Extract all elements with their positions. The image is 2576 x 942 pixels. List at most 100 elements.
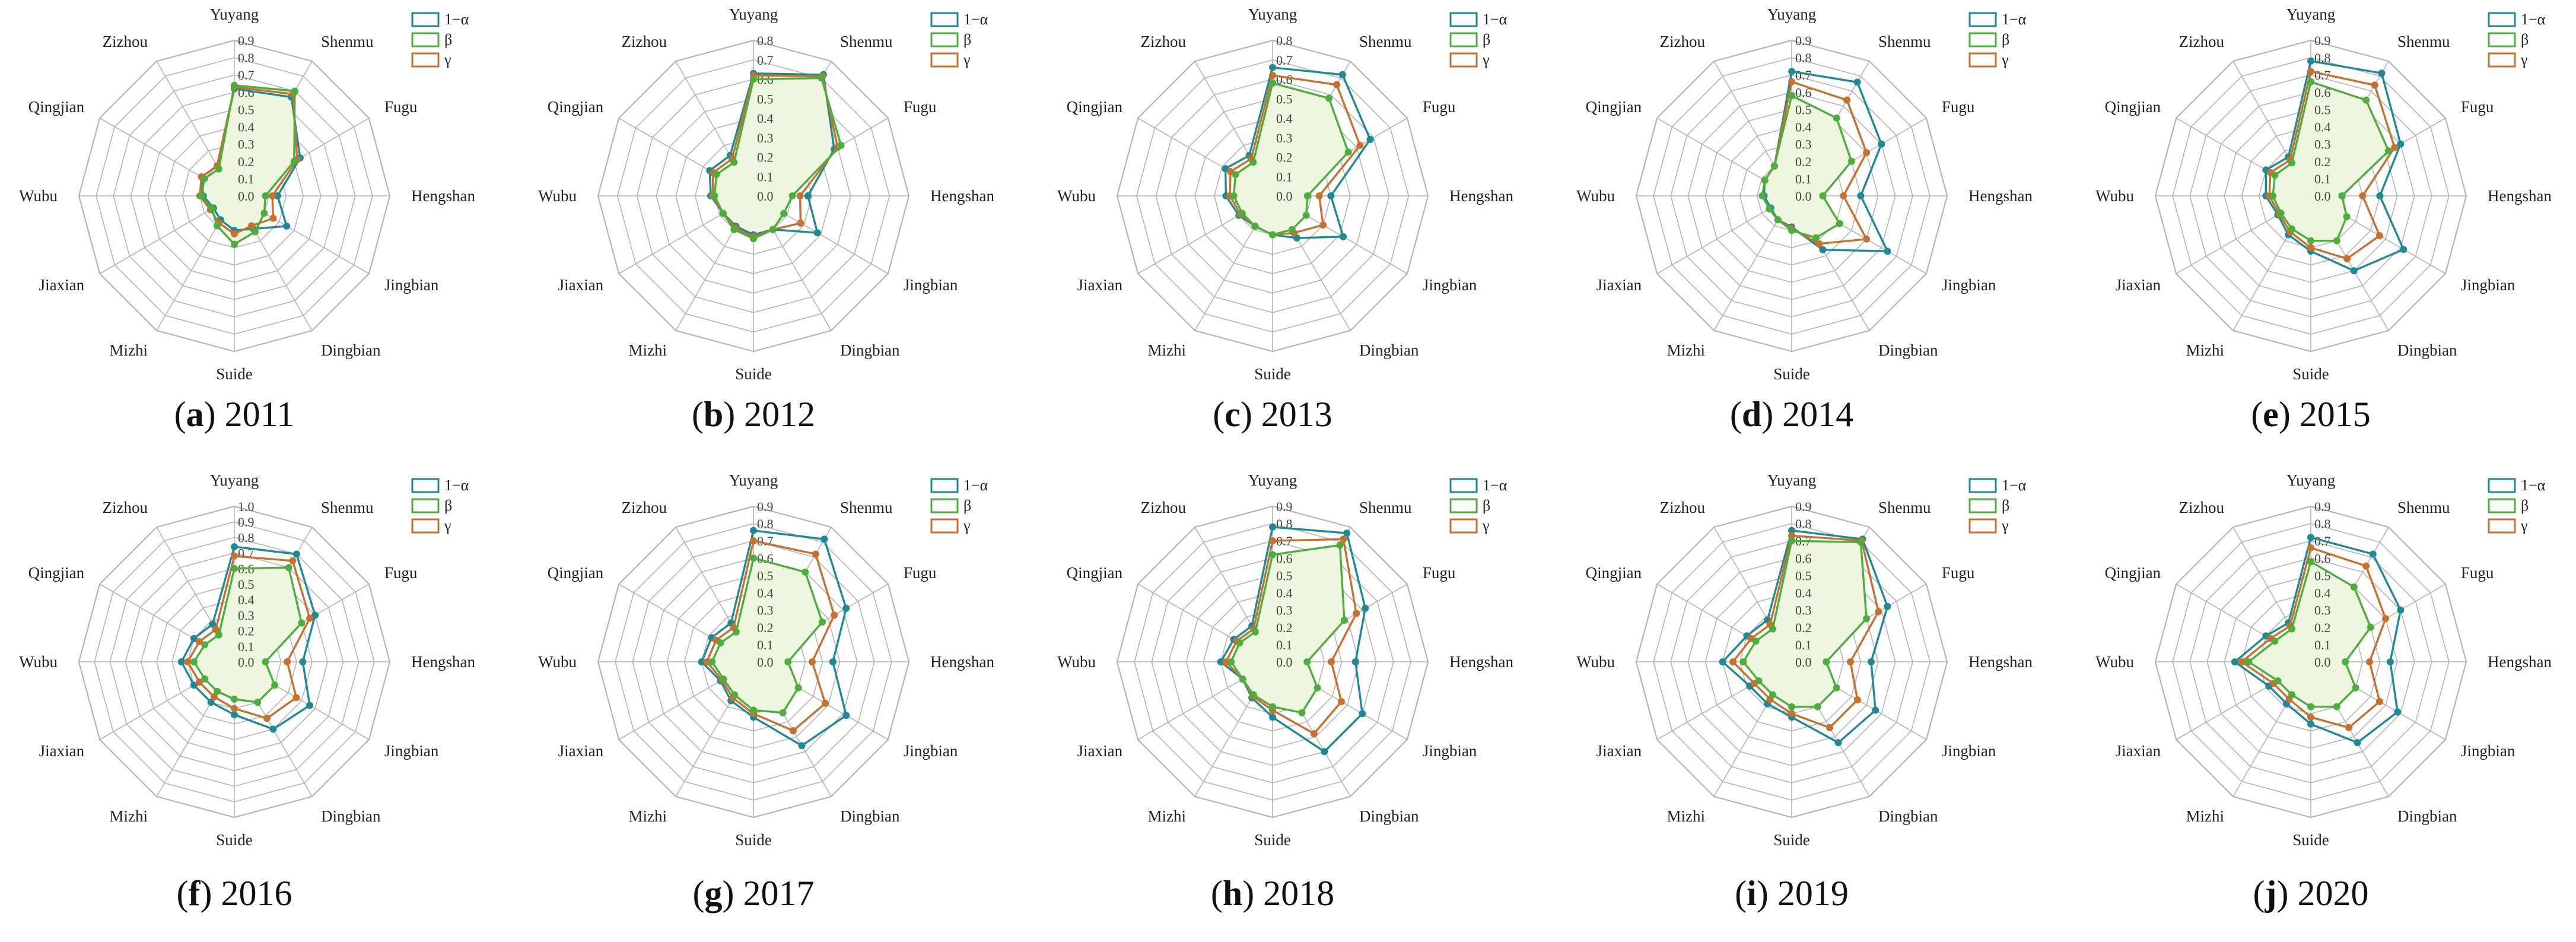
data-point	[196, 637, 203, 645]
tick-label: 0.2	[238, 154, 255, 169]
tick-label: 0.2	[1795, 620, 1812, 635]
legend-label: γ	[444, 51, 451, 68]
axis-label-jiaxian: Jiaxian	[1597, 742, 1642, 760]
legend-label: 1−α	[1483, 477, 1508, 494]
data-point	[717, 639, 724, 646]
axis-label-jiaxian: Jiaxian	[558, 742, 604, 760]
data-point	[1766, 205, 1773, 212]
axis-label-suide: Suide	[1773, 831, 1810, 849]
data-point	[2288, 225, 2295, 233]
data-point	[1788, 92, 1795, 100]
axis-label-jingbian: Jingbian	[904, 276, 958, 294]
axis-label-wubu: Wubu	[19, 187, 58, 205]
core-area	[714, 78, 841, 239]
axis-label-jingbian: Jingbian	[1423, 276, 1477, 294]
data-point	[184, 658, 192, 665]
data-point	[1788, 532, 1795, 540]
axis-label-yuyang: Yuyang	[1248, 5, 1297, 23]
data-point	[2307, 720, 2314, 728]
legend-label: β	[2521, 497, 2529, 514]
axis-label-qingjian: Qingjian	[28, 98, 85, 116]
data-point	[1836, 220, 1843, 227]
data-point	[2288, 625, 2295, 633]
data-point	[231, 230, 238, 237]
axis-label-yuyang: Yuyang	[1767, 471, 1817, 489]
data-point	[231, 705, 238, 712]
data-point	[2333, 237, 2340, 245]
axis-label-shenmu: Shenmu	[2397, 499, 2450, 516]
legend-swatch	[1449, 12, 1478, 27]
tick-label: 0.3	[2314, 137, 2331, 152]
axis-label-shenmu: Shenmu	[1359, 499, 1412, 516]
axis-label-fugu: Fugu	[2461, 564, 2494, 582]
panel-caption: (g) 2017	[693, 874, 815, 913]
legend-label: 1−α	[2521, 11, 2546, 28]
legend-swatch	[411, 498, 440, 513]
data-point	[2367, 623, 2374, 631]
tick-label: 0.9	[1795, 499, 1812, 514]
legend-swatch	[411, 32, 440, 47]
data-point	[1232, 171, 1239, 178]
tick-label: 0.9	[1276, 499, 1293, 514]
data-point	[1366, 136, 1374, 143]
radar-panel-c: 0.80.70.60.50.40.30.20.10.0YuyangShenmuF…	[1057, 5, 1513, 434]
axis-label-jiaxian: Jiaxian	[1077, 276, 1123, 294]
axis-label-mizhi: Mizhi	[1667, 341, 1706, 359]
tick-label: 0.8	[238, 530, 255, 545]
tick-label: 0.2	[2314, 154, 2331, 169]
data-point	[2371, 81, 2378, 89]
legend-swatch	[1449, 518, 1478, 534]
axis-label-qingjian: Qingjian	[28, 564, 85, 582]
axis-label-dingbian: Dingbian	[840, 807, 900, 825]
data-point	[269, 214, 277, 222]
data-point	[802, 568, 809, 576]
data-point	[1340, 233, 1347, 240]
data-point	[2307, 703, 2314, 711]
data-point	[269, 725, 277, 733]
tick-label: 0.2	[757, 150, 774, 165]
data-point	[260, 210, 268, 217]
data-point	[1867, 658, 1875, 665]
data-point	[254, 699, 262, 706]
data-point	[190, 681, 198, 689]
legend-swatch	[930, 32, 959, 47]
tick-label: 0.4	[757, 586, 774, 601]
tick-label: 0.9	[238, 515, 255, 529]
data-point	[2307, 237, 2314, 245]
tick-label: 0.7	[757, 53, 774, 68]
data-point	[1833, 114, 1840, 122]
data-point	[798, 742, 806, 750]
radar-panel-g: 0.90.80.70.60.50.40.30.20.10.0YuyangShen…	[538, 471, 994, 913]
data-point	[214, 687, 221, 695]
data-point	[1314, 684, 1321, 692]
tick-label: 0.8	[238, 50, 255, 65]
radar-panel-j: 0.90.80.70.60.50.40.30.20.10.0YuyangShen…	[2095, 471, 2552, 913]
data-point	[2307, 68, 2314, 75]
data-point	[790, 727, 797, 734]
axis-label-suide: Suide	[2292, 831, 2329, 849]
axis-label-dingbian: Dingbian	[321, 341, 381, 359]
legend-label: γ	[2520, 51, 2528, 68]
data-point	[2376, 698, 2383, 705]
data-point	[290, 157, 298, 165]
data-point	[2385, 147, 2393, 155]
axis-label-jiaxian: Jiaxian	[1077, 742, 1123, 760]
legend-swatch	[2488, 32, 2516, 47]
data-point	[1298, 709, 1306, 716]
axis-label-jingbian: Jingbian	[384, 276, 439, 294]
data-point	[291, 87, 298, 95]
tick-label: 0.3	[2314, 603, 2331, 618]
data-point	[2288, 691, 2295, 699]
axis-label-wubu: Wubu	[2095, 187, 2134, 205]
radar-panel-d: 0.90.80.70.60.50.40.30.20.10.0YuyangShen…	[1576, 5, 2033, 434]
core-area	[201, 85, 295, 245]
data-point	[732, 628, 740, 636]
data-point	[1823, 658, 1830, 665]
tick-label: 0.1	[238, 172, 255, 186]
tick-label: 0.2	[1795, 154, 1812, 169]
tick-label: 0.8	[1795, 516, 1812, 531]
legend-label: β	[1483, 31, 1490, 48]
legend-swatch	[930, 12, 959, 27]
tick-label: 0.1	[757, 637, 774, 652]
tick-label: 0.4	[1795, 120, 1812, 135]
